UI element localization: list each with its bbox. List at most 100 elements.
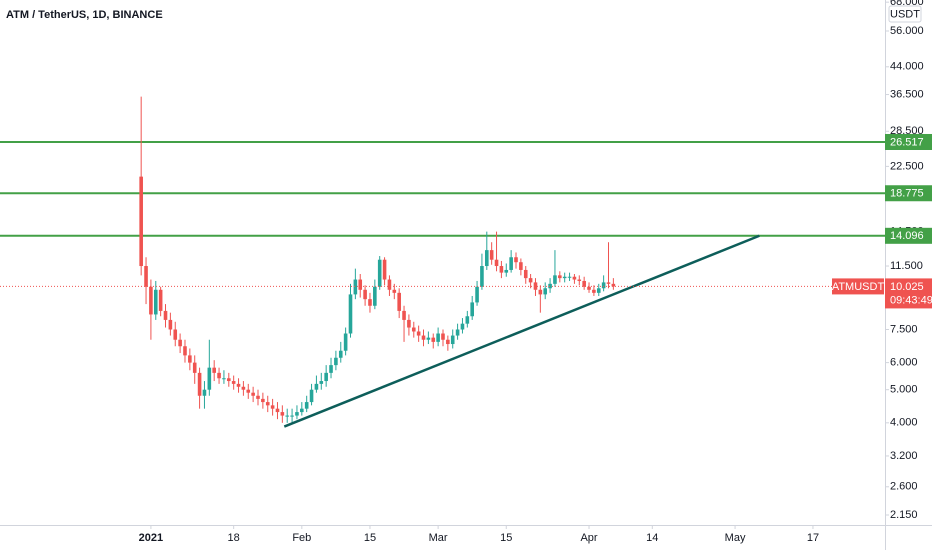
candle-body <box>528 278 533 283</box>
candle-body <box>558 275 562 279</box>
candle-body <box>275 408 280 413</box>
candle-body <box>446 339 450 345</box>
candle-body <box>163 310 168 320</box>
price-label: 10.025 <box>890 281 924 293</box>
candle-body <box>217 372 221 379</box>
candle-body <box>188 355 192 363</box>
level-label-box <box>885 185 932 202</box>
candle-body <box>343 333 348 351</box>
candle-body <box>207 367 212 390</box>
y-tick-label: 36.500 <box>890 88 924 100</box>
candle-body <box>533 282 538 290</box>
x-tick-label: Apr <box>580 532 597 544</box>
y-tick-label: 2.600 <box>890 481 918 493</box>
candle-body <box>421 335 426 340</box>
candle-body <box>202 389 207 396</box>
y-tick-label: 44.000 <box>890 61 924 73</box>
candle-body <box>606 282 611 284</box>
candle-body <box>523 269 528 279</box>
y-tick-label: 6.000 <box>890 357 918 369</box>
candle-body <box>373 286 377 306</box>
candle-body <box>153 289 158 315</box>
candle-body <box>334 357 338 366</box>
candle-body <box>261 398 265 403</box>
x-tick-label: May <box>725 532 746 544</box>
candle-body <box>192 362 197 373</box>
candle-body <box>538 289 543 295</box>
candle-body <box>236 383 241 387</box>
candle-body <box>183 346 187 356</box>
y-tick-label: 4.000 <box>890 417 918 429</box>
candle-body <box>251 392 255 396</box>
candle-body <box>149 286 153 315</box>
x-tick-label: 17 <box>807 532 819 544</box>
candle-body <box>256 395 260 399</box>
candle-body <box>241 386 246 390</box>
x-tick-label: 18 <box>228 532 240 544</box>
candle-body <box>382 259 387 280</box>
x-tick-label: 2021 <box>139 532 163 544</box>
candle-body <box>601 282 606 289</box>
candle-body <box>377 259 382 287</box>
candle-body <box>402 310 406 320</box>
candle-body <box>450 335 455 345</box>
candle-body <box>577 279 582 281</box>
countdown-label: 09:43:49 <box>890 294 932 306</box>
candle-body <box>348 294 353 334</box>
candle-body <box>231 381 236 384</box>
candle-body <box>353 279 358 295</box>
candle-body <box>168 319 173 330</box>
y-tick-label: 7.500 <box>890 323 918 335</box>
level-label: 26.517 <box>890 136 924 148</box>
symbol-label: ATMUSDT <box>832 281 885 293</box>
candle-body <box>265 402 270 406</box>
candle-body <box>270 405 275 409</box>
candle-body <box>465 316 470 324</box>
level-label: 14.096 <box>890 230 924 242</box>
candle-body <box>295 412 299 416</box>
candle-body <box>484 250 489 267</box>
candle-body <box>475 286 479 303</box>
candle-body <box>611 283 616 287</box>
candle-body <box>285 415 290 417</box>
candle-body <box>290 415 294 417</box>
candle-body <box>212 367 216 373</box>
y-tick-label: 2.150 <box>890 509 918 521</box>
candle-body <box>489 250 494 260</box>
candle-body <box>480 266 484 287</box>
candle-body <box>300 408 304 413</box>
candle-body <box>504 269 509 273</box>
trendline <box>283 234 760 428</box>
x-tick-label: 14 <box>646 532 658 544</box>
x-tick-label: Feb <box>292 532 311 544</box>
chart-title: ATM / TetherUS, 1D, BINANCE <box>6 9 163 21</box>
candle-body <box>582 280 586 287</box>
y-tick-label: 3.200 <box>890 450 918 462</box>
candle-body <box>572 276 577 280</box>
candle-body <box>338 350 343 358</box>
candle-body <box>548 283 552 289</box>
candle-body <box>280 412 285 416</box>
candle-body <box>197 372 202 396</box>
candle-body <box>139 176 143 267</box>
candle-body <box>397 292 401 311</box>
candle-body <box>314 383 319 390</box>
unit-label: USDT <box>890 8 920 20</box>
candle-body <box>324 372 328 382</box>
candle-body <box>519 262 523 270</box>
symbol-box <box>832 278 884 295</box>
candle-body <box>246 389 251 393</box>
candle-body <box>553 275 557 284</box>
x-tick-label: Mar <box>429 532 448 544</box>
candle-body <box>499 266 504 273</box>
candle-body <box>470 302 474 317</box>
candle-body <box>407 319 411 328</box>
level-label-box <box>885 227 932 244</box>
candle-body <box>304 402 309 409</box>
candle-body <box>514 257 518 263</box>
y-tick-label: 22.500 <box>890 160 924 172</box>
y-tick-label: 11.500 <box>890 260 923 272</box>
candle-body <box>309 389 314 403</box>
